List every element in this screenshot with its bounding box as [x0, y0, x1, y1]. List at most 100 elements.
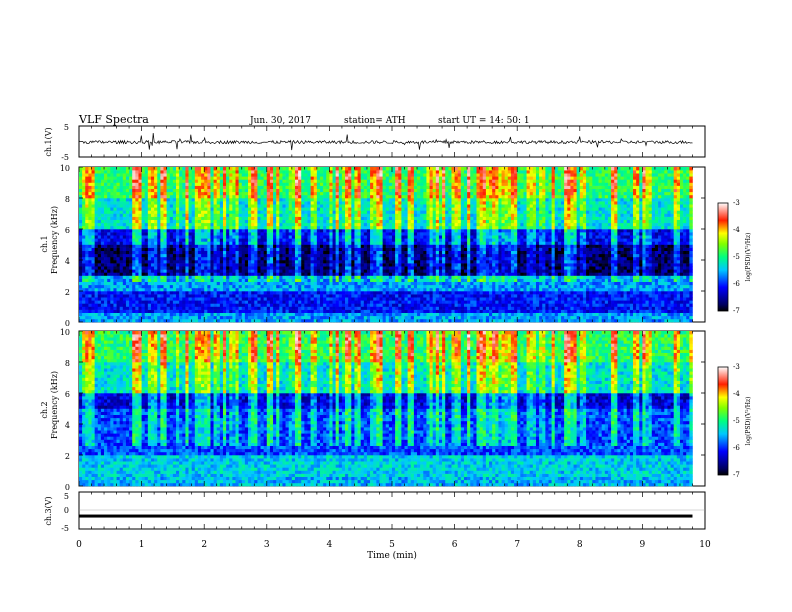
spectrogram-cell: [345, 179, 348, 182]
spectrogram-cell: [185, 183, 188, 186]
spectrogram-cell: [267, 207, 270, 210]
spectrogram-cell: [151, 272, 154, 275]
spectrogram-cell: [242, 223, 245, 226]
spectrogram-cell: [389, 313, 392, 316]
spectrogram-cell: [264, 307, 267, 310]
spectrogram-cell: [217, 294, 220, 297]
spectrogram-cell: [210, 235, 213, 238]
spectrogram-cell: [273, 223, 276, 226]
spectrogram-cell: [286, 272, 289, 275]
spectrogram-cell: [320, 198, 323, 201]
spectrogram-cell: [92, 229, 95, 232]
spectrogram-cell: [276, 195, 279, 198]
spectrogram-cell: [85, 167, 88, 170]
spectrogram-cell: [320, 189, 323, 192]
spectrogram-cell: [264, 269, 267, 272]
spectrogram-cell: [226, 207, 229, 210]
spectrogram-cell: [198, 207, 201, 210]
spectrogram-cell: [270, 204, 273, 207]
spectrogram-cell: [367, 173, 370, 176]
spectrogram-cell: [320, 176, 323, 179]
spectrogram-cell: [79, 179, 82, 182]
spectrogram-cell: [182, 248, 185, 251]
spectrogram-cell: [104, 269, 107, 272]
spectrogram-cell: [176, 248, 179, 251]
spectrogram-cell: [389, 300, 392, 303]
spectrogram-cell: [176, 179, 179, 182]
spectrogram-cell: [342, 223, 345, 226]
spectrogram-cell: [207, 257, 210, 260]
spectrogram-cell: [261, 214, 264, 217]
spectrogram-cell: [229, 232, 232, 235]
spectrogram-cell: [273, 207, 276, 210]
spectrogram-cell: [148, 300, 151, 303]
spectrogram-cell: [113, 223, 116, 226]
spectrogram-cell: [167, 319, 170, 322]
spectrogram-cell: [279, 291, 282, 294]
spectrogram-cell: [239, 226, 242, 229]
spectrogram-cell: [254, 288, 257, 291]
spectrogram-cell: [314, 266, 317, 269]
spectrogram-cell: [142, 245, 145, 248]
spectrogram-cell: [220, 173, 223, 176]
spectrogram-cell: [304, 229, 307, 232]
spectrogram-cell: [292, 316, 295, 319]
spectrogram-cell: [367, 229, 370, 232]
spectrogram-cell: [336, 223, 339, 226]
spectrogram-cell: [92, 248, 95, 251]
spectrogram-cell: [120, 214, 123, 217]
spectrogram-cell: [345, 251, 348, 254]
spectrogram-cell: [79, 170, 82, 173]
spectrogram-cell: [92, 195, 95, 198]
spectrogram-cell: [185, 248, 188, 251]
spectrogram-cell: [107, 189, 110, 192]
spectrogram-cell: [276, 204, 279, 207]
spectrogram-cell: [98, 291, 101, 294]
spectrogram-cell: [192, 291, 195, 294]
spectrogram-cell: [279, 279, 282, 282]
spectrogram-cell: [195, 170, 198, 173]
spectrogram-cell: [195, 195, 198, 198]
spectrogram-cell: [339, 176, 342, 179]
spectrogram-cell: [226, 223, 229, 226]
spectrogram-cell: [257, 210, 260, 213]
spectrogram-cell: [104, 183, 107, 186]
spectrogram-cell: [88, 204, 91, 207]
spectrogram-cell: [389, 241, 392, 244]
spectrogram-cell: [376, 291, 379, 294]
spectrogram-cell: [364, 201, 367, 204]
spectrogram-cell: [245, 241, 248, 244]
spectrogram-cell: [292, 207, 295, 210]
spectrogram-cell: [82, 313, 85, 316]
spectrogram-cell: [354, 257, 357, 260]
spectrogram-cell: [298, 232, 301, 235]
spectrogram-cell: [257, 266, 260, 269]
spectrogram-cell: [342, 176, 345, 179]
spectrogram-cell: [135, 294, 138, 297]
spectrogram-cell: [176, 201, 179, 204]
spectrogram-cell: [273, 282, 276, 285]
spectrogram-cell: [82, 198, 85, 201]
spectrogram-cell: [167, 241, 170, 244]
spectrogram-cell: [214, 248, 217, 251]
spectrogram-cell: [379, 195, 382, 198]
spectrogram-cell: [248, 279, 251, 282]
spectrogram-cell: [164, 229, 167, 232]
spectrogram-cell: [148, 167, 151, 170]
spectrogram-cell: [311, 285, 314, 288]
spectrogram-cell: [329, 319, 332, 322]
spectrogram-cell: [358, 207, 361, 210]
spectrogram-cell: [123, 313, 126, 316]
spectrogram-cell: [354, 235, 357, 238]
spectrogram-cell: [185, 229, 188, 232]
spectrogram-cell: [189, 266, 192, 269]
spectrogram-cell: [279, 192, 282, 195]
spectrogram-cell: [304, 179, 307, 182]
spectrogram-cell: [123, 310, 126, 313]
spectrogram-cell: [151, 260, 154, 263]
spectrogram-cell: [354, 189, 357, 192]
spectrogram-cell: [232, 245, 235, 248]
spectrogram-cell: [245, 279, 248, 282]
spectrogram-cell: [261, 260, 264, 263]
spectrogram-cell: [329, 263, 332, 266]
